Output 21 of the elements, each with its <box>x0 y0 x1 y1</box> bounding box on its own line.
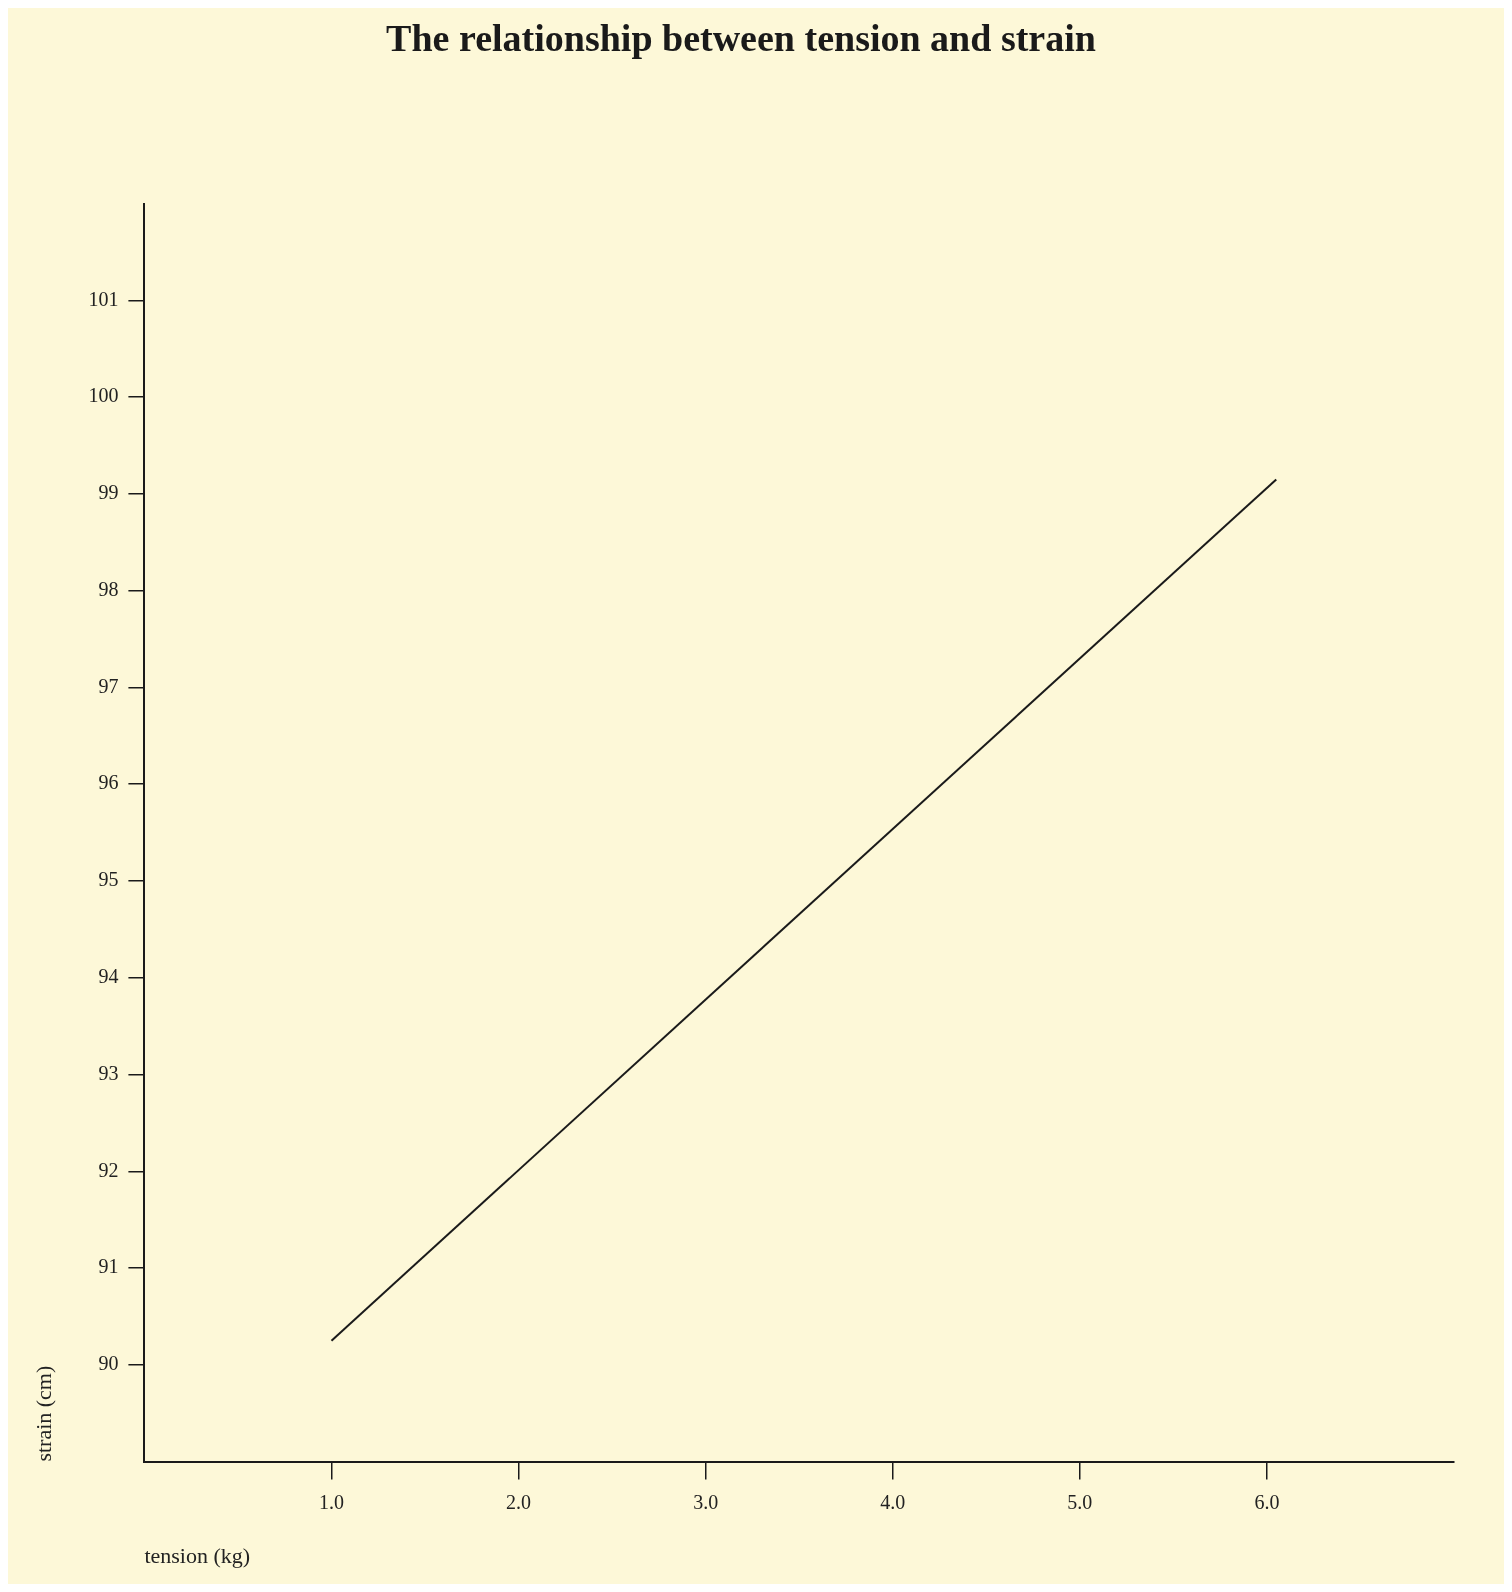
y-tick-label: 97 <box>98 674 119 697</box>
x-tick-label: 2.0 <box>506 1490 532 1513</box>
y-tick-label: 101 <box>88 287 119 310</box>
y-axis-title: strain (cm) <box>30 1365 56 1462</box>
y-tick-label: 99 <box>98 481 119 504</box>
y-tick-label: 90 <box>98 1352 119 1375</box>
x-axis-title: tension (kg) <box>144 1542 251 1568</box>
y-tick-label: 94 <box>98 965 119 987</box>
x-tick-label: 1.0 <box>318 1490 344 1513</box>
y-tick-label: 98 <box>98 577 119 600</box>
y-tick-label: 100 <box>88 384 119 407</box>
y-tick-label: 92 <box>98 1158 119 1181</box>
x-tick-label: 4.0 <box>880 1490 906 1513</box>
y-tick-label: 91 <box>98 1255 119 1278</box>
x-tick-label: 6.0 <box>1254 1490 1280 1513</box>
x-tick-label: 3.0 <box>693 1490 719 1513</box>
y-tick-label: 96 <box>98 771 119 794</box>
chart-title: The relationship between tension and strain <box>386 16 1096 59</box>
y-tick-label: 93 <box>98 1061 119 1084</box>
x-tick-label: 5.0 <box>1067 1490 1093 1513</box>
y-tick-label: 95 <box>98 868 119 891</box>
